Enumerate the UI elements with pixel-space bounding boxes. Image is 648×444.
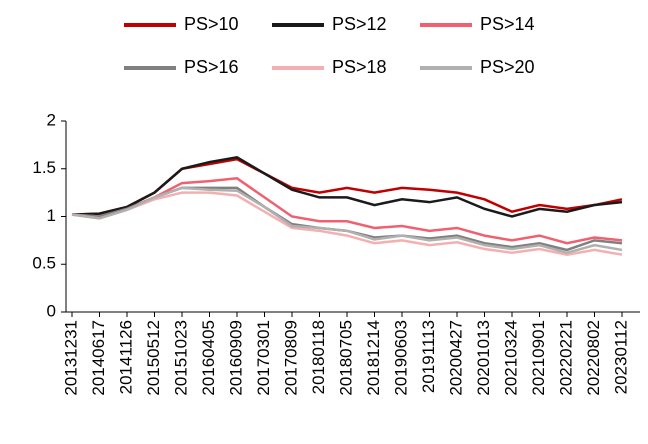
x-tick-label: 20191113 [419, 320, 438, 393]
legend-label: PS>10 [184, 14, 239, 34]
x-tick-label: 20200427 [446, 320, 465, 396]
x-tick-label: 20220221 [556, 320, 575, 396]
legend-label: PS>12 [332, 14, 387, 34]
x-tick-label: 20180705 [336, 320, 355, 396]
x-tick-label: 20141126 [116, 320, 135, 394]
x-tick-label: 20160405 [199, 320, 218, 396]
series-line [71, 186, 623, 255]
x-tick-label: 20140617 [89, 320, 108, 396]
x-tick-label: 20220802 [584, 320, 603, 396]
legend-label: PS>20 [480, 57, 535, 77]
x-tick-label: 20201013 [474, 320, 493, 396]
x-tick-label: 20160909 [226, 320, 245, 396]
x-tick-label: 20170301 [254, 320, 273, 396]
x-tick-label: 20181214 [364, 320, 383, 396]
x-tick-label: 20210324 [501, 320, 520, 396]
y-tick-label: 0 [47, 301, 56, 320]
legend-label: PS>14 [480, 14, 535, 34]
x-tick-label: 20230112 [611, 320, 630, 394]
series-line [71, 191, 623, 256]
series-line [71, 157, 623, 216]
y-tick-label: 2 [47, 110, 56, 129]
x-tick-label: 20131231 [61, 320, 80, 396]
y-tick-label: 0.5 [32, 254, 56, 273]
y-tick-label: 1 [47, 206, 56, 225]
x-tick-label: 20190603 [391, 320, 410, 396]
series-line [71, 177, 623, 245]
y-tick-label: 1.5 [32, 158, 56, 177]
legend-label: PS>18 [332, 57, 387, 77]
x-tick-label: 20170809 [281, 320, 300, 396]
x-tick-label: 20150512 [144, 320, 163, 396]
x-tick-label: 20180118 [309, 320, 328, 394]
legend-label: PS>16 [184, 57, 239, 77]
x-tick-label: 20151023 [171, 320, 190, 396]
x-tick-label: 20210901 [529, 320, 548, 396]
series-line [71, 155, 623, 218]
